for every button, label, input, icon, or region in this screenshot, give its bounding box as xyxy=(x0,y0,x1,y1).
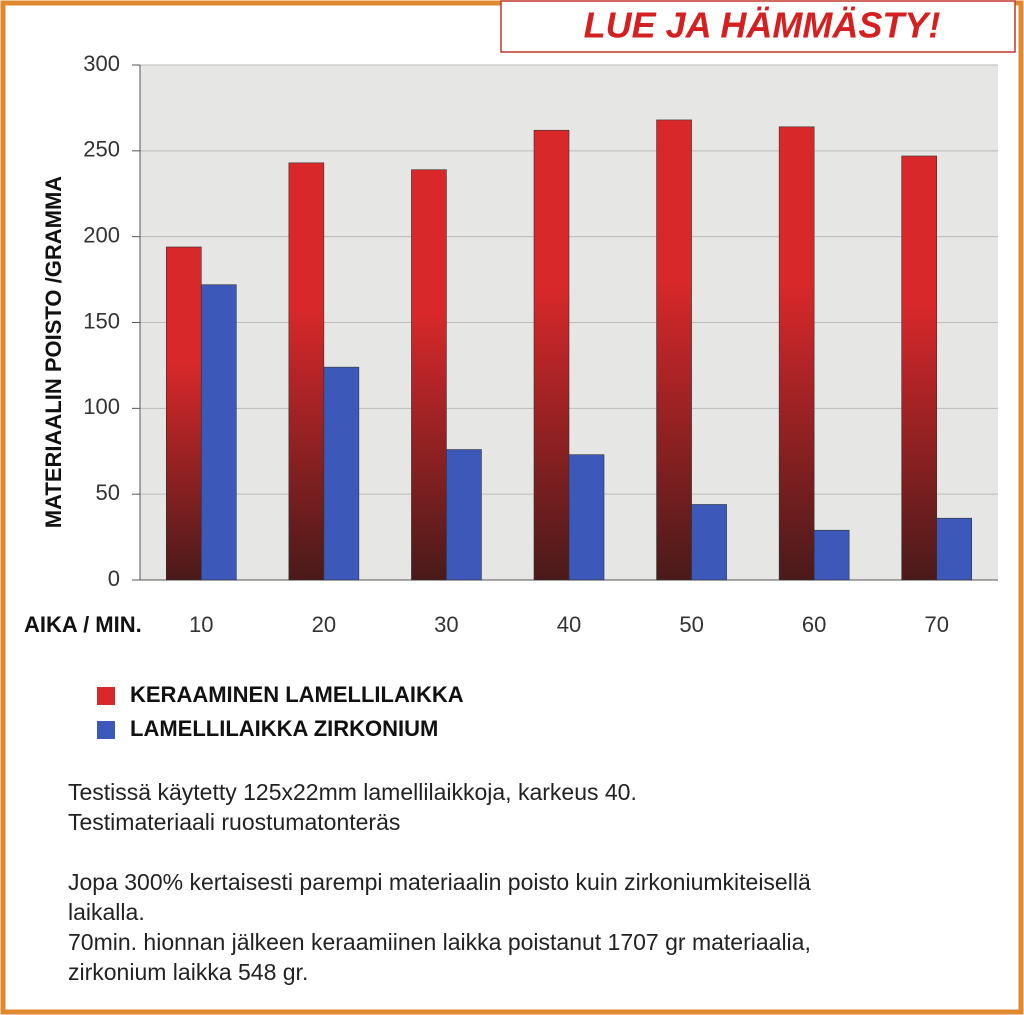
annotation: Testissä käytetty 125x22mm lamellilaikko… xyxy=(68,779,637,805)
y-tick-label: 150 xyxy=(83,308,120,333)
x-tick-label: 10 xyxy=(189,612,213,637)
bar xyxy=(533,129,570,581)
annotation: 70min. hionnan jälkeen keraamiinen laikk… xyxy=(68,929,811,955)
x-tick-label: 50 xyxy=(679,612,703,637)
bar xyxy=(813,529,850,581)
bar xyxy=(901,155,938,581)
y-tick-label: 50 xyxy=(96,480,120,505)
bar xyxy=(691,504,727,581)
y-tick-label: 100 xyxy=(83,394,120,419)
legend-swatch xyxy=(97,721,115,739)
x-tick-label: 70 xyxy=(924,612,948,637)
bar xyxy=(288,162,325,581)
bar xyxy=(446,449,482,581)
title-box xyxy=(500,0,1016,53)
y-tick-label: 0 xyxy=(108,566,120,591)
bar xyxy=(165,246,202,581)
annotation: zirkonium laikka 548 gr. xyxy=(68,959,308,985)
bar xyxy=(568,454,605,581)
annotation: Testimateriaali ruostumatonteräs xyxy=(68,809,400,835)
bar xyxy=(200,284,237,581)
y-tick-label: 300 xyxy=(83,51,120,76)
y-axis-label: MATERIAALIN POISTO /GRAMMA xyxy=(41,176,66,529)
y-tick-label: 250 xyxy=(83,137,120,162)
legend-label: KERAAMINEN LAMELLILAIKKA xyxy=(130,682,464,707)
bar xyxy=(656,119,692,581)
y-tick-label: 200 xyxy=(83,222,120,247)
x-axis-label: AIKA / MIN. xyxy=(24,612,142,637)
annotation: laikalla. xyxy=(68,899,145,925)
x-tick-label: 20 xyxy=(312,612,336,637)
legend-label: LAMELLILAIKKA ZIRKONIUM xyxy=(130,716,438,741)
bar xyxy=(936,517,973,581)
x-tick-label: 40 xyxy=(557,612,581,637)
bar xyxy=(323,366,360,581)
chart-title: LUE JA HÄMMÄSTY! xyxy=(584,5,941,46)
bar xyxy=(411,169,447,581)
bar xyxy=(778,126,815,581)
annotation: Jopa 300% kertaisesti parempi materiaali… xyxy=(68,869,811,895)
legend-swatch xyxy=(97,687,115,705)
x-tick-label: 30 xyxy=(434,612,458,637)
x-tick-label: 60 xyxy=(802,612,826,637)
